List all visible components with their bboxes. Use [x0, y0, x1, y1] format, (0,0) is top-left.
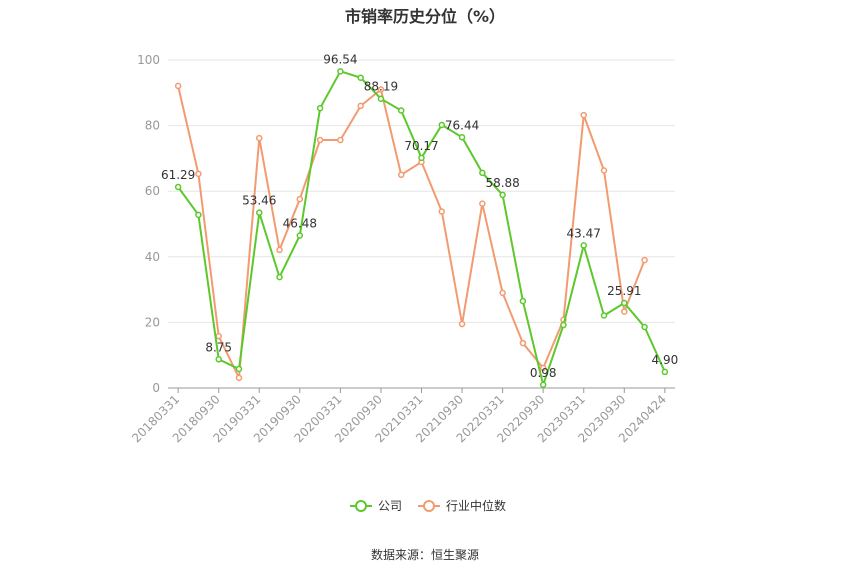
y-tick-label: 40	[145, 250, 160, 264]
y-tick-label: 60	[145, 184, 160, 198]
data-label: 0.98	[530, 366, 557, 380]
data-point	[621, 299, 628, 307]
data-point	[499, 191, 506, 199]
data-point	[276, 273, 283, 281]
legend-item[interactable]: 公司	[350, 499, 402, 513]
chart-title: 市销率历史分位（%）	[344, 7, 506, 26]
data-point	[580, 111, 587, 119]
data-point	[458, 320, 466, 328]
data-point	[357, 74, 364, 81]
data-point	[621, 308, 628, 315]
legend-item[interactable]: 行业中位数	[418, 498, 506, 513]
data-point	[580, 242, 587, 249]
data-point	[560, 321, 567, 329]
data-label: 46.48	[283, 217, 317, 231]
data-point	[195, 170, 202, 178]
data-point	[235, 365, 243, 373]
data-label: 43.47	[567, 226, 601, 240]
data-point	[276, 246, 283, 254]
data-point	[438, 208, 446, 215]
data-point	[458, 134, 466, 141]
data-point	[600, 167, 608, 174]
legend-label: 行业中位数	[446, 498, 506, 513]
data-point	[256, 209, 263, 216]
data-point	[499, 289, 506, 297]
data-label: 8.75	[205, 340, 232, 354]
data-point	[600, 312, 608, 319]
data-label: 88.19	[364, 80, 398, 94]
data-point	[641, 256, 648, 264]
y-tick-label: 0	[152, 381, 160, 395]
data-label: 70.17	[404, 139, 438, 153]
data-point	[256, 134, 263, 142]
data-label: 53.46	[242, 194, 276, 208]
data-point	[337, 68, 344, 75]
data-source: 数据来源：恒生聚源	[370, 548, 479, 562]
data-point	[215, 356, 222, 363]
data-label: 58.88	[485, 176, 519, 190]
data-label: 96.54	[323, 52, 357, 66]
data-point	[397, 107, 405, 114]
legend-swatch-marker	[355, 500, 367, 512]
data-label: 61.29	[161, 168, 195, 182]
data-point	[479, 169, 486, 177]
data-point	[377, 86, 385, 93]
data-point	[174, 82, 182, 90]
data-point	[296, 195, 304, 203]
data-point	[215, 332, 222, 340]
series-line	[177, 85, 646, 379]
data-point	[235, 374, 243, 382]
data-point	[174, 183, 182, 191]
series-layer	[174, 68, 669, 389]
legend-label: 公司	[378, 499, 402, 513]
data-point	[377, 95, 385, 102]
data-point	[296, 232, 304, 239]
data-point	[397, 171, 405, 179]
data-point	[539, 364, 547, 372]
data-point	[661, 368, 669, 376]
data-point	[316, 136, 324, 144]
data-point	[316, 104, 324, 112]
y-tick-label: 20	[145, 315, 160, 329]
y-tick-label: 100	[137, 53, 160, 67]
data-point	[357, 102, 364, 110]
legend[interactable]: 公司 行业中位数	[350, 498, 506, 513]
data-label: 25.91	[607, 284, 641, 298]
data-point	[539, 381, 547, 389]
data-point	[337, 136, 344, 144]
data-point	[479, 200, 486, 207]
data-point	[418, 154, 425, 162]
grid-layer	[168, 59, 675, 323]
data-point	[195, 211, 202, 219]
legend-swatch-marker	[423, 500, 435, 512]
y-tick-label: 80	[145, 119, 160, 133]
data-label: 76.44	[445, 118, 479, 132]
data-point	[438, 121, 446, 129]
data-point	[519, 297, 527, 305]
data-point	[641, 323, 648, 331]
data-point	[519, 339, 527, 347]
data-label-layer: 61.29 8.75 53.46 46.48 96.54 88.19 70.17 76.44 5…	[161, 52, 678, 379]
data-label: 4.90	[652, 353, 679, 367]
